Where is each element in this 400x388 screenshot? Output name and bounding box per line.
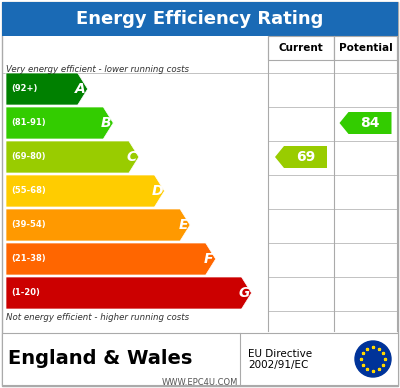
Polygon shape <box>6 277 252 309</box>
Text: (55-68): (55-68) <box>11 187 46 196</box>
Polygon shape <box>6 141 139 173</box>
Polygon shape <box>340 112 392 134</box>
Text: (39-54): (39-54) <box>11 220 46 229</box>
Polygon shape <box>275 146 327 168</box>
Text: Not energy efficient - higher running costs: Not energy efficient - higher running co… <box>6 313 189 322</box>
Circle shape <box>355 341 391 377</box>
Text: (69-80): (69-80) <box>11 152 46 161</box>
Bar <box>268 36 334 60</box>
Text: E: E <box>178 218 188 232</box>
Bar <box>2 333 398 385</box>
Bar <box>334 36 397 60</box>
Text: A: A <box>75 82 86 96</box>
Text: Current: Current <box>279 43 323 53</box>
Text: Very energy efficient - lower running costs: Very energy efficient - lower running co… <box>6 65 189 74</box>
Text: (21-38): (21-38) <box>11 255 46 263</box>
Text: F: F <box>204 252 214 266</box>
Text: 84: 84 <box>360 116 380 130</box>
Text: C: C <box>127 150 137 164</box>
Text: D: D <box>152 184 163 198</box>
Polygon shape <box>6 175 164 207</box>
Text: (81-91): (81-91) <box>11 118 46 128</box>
Text: 2002/91/EC: 2002/91/EC <box>248 360 308 370</box>
Text: Potential: Potential <box>339 43 392 53</box>
Text: Energy Efficiency Rating: Energy Efficiency Rating <box>76 10 324 28</box>
Text: B: B <box>101 116 112 130</box>
Text: G: G <box>239 286 250 300</box>
Polygon shape <box>6 107 113 139</box>
Text: England & Wales: England & Wales <box>8 350 192 369</box>
Polygon shape <box>6 243 216 275</box>
Text: WWW.EPC4U.COM: WWW.EPC4U.COM <box>162 378 238 387</box>
Polygon shape <box>6 73 88 105</box>
Bar <box>2 2 398 36</box>
Text: (1-20): (1-20) <box>11 289 40 298</box>
Polygon shape <box>6 209 190 241</box>
Text: EU Directive: EU Directive <box>248 349 312 359</box>
Text: 69: 69 <box>296 150 315 164</box>
Text: (92+): (92+) <box>11 85 37 94</box>
